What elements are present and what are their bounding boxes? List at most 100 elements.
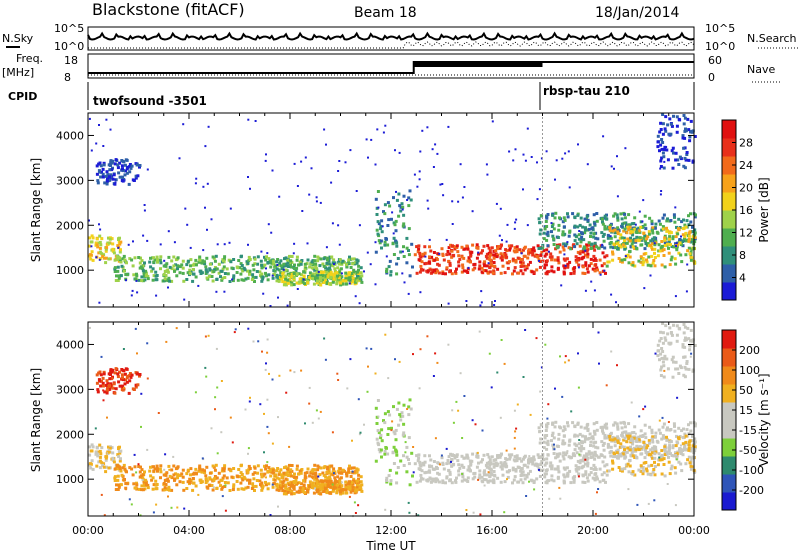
power-cell [691, 225, 694, 229]
velocity-cell [162, 482, 166, 485]
velocity-cell [149, 465, 152, 469]
velocity-cell [248, 467, 252, 470]
velocity-colorbar-frame [721, 329, 737, 511]
velocity-cell [395, 471, 399, 475]
power-cell [314, 267, 318, 270]
velocity-cell [117, 455, 121, 459]
velocity-colorbar-segment [722, 492, 736, 511]
velocity-cell [562, 466, 566, 470]
velocity-cell [557, 437, 561, 441]
power-cell [590, 242, 594, 246]
power-cell [231, 279, 235, 283]
power-cell [146, 277, 150, 281]
power-cell [521, 272, 525, 276]
velocity-cell [616, 425, 620, 429]
velocity-cell [194, 484, 198, 488]
power-cell [496, 247, 500, 251]
power-cell [319, 270, 323, 274]
velocity-cell [337, 471, 341, 475]
velocity-cell [457, 463, 461, 467]
velocity-cell [441, 461, 445, 465]
velocity-scatter-cell [538, 468, 540, 471]
power-cell [251, 273, 255, 277]
velocity-cell [276, 467, 280, 470]
velocity-scatter-cell [247, 452, 249, 455]
velocity-colorbar-tick-label: -200 [739, 484, 764, 497]
velocity-cell [684, 367, 688, 371]
power-cell [383, 240, 387, 244]
velocity-cell [634, 448, 638, 452]
power-cell [545, 215, 549, 219]
velocity-cell [405, 455, 409, 459]
power-scatter-cell [675, 245, 677, 247]
velocity-scatter-cell [331, 431, 334, 434]
velocity-cell [553, 425, 557, 429]
power-cell [151, 267, 155, 271]
power-cell [673, 220, 677, 224]
power-scatter-cell [317, 270, 320, 273]
power-cell [351, 262, 355, 266]
velocity-cell [288, 483, 291, 487]
velocity-cell [661, 425, 665, 429]
power-cell [658, 249, 662, 253]
power-cell [198, 258, 202, 262]
velocity-cell [263, 472, 267, 476]
velocity-cell [550, 439, 553, 443]
power-scatter-cell [216, 243, 219, 246]
velocity-cell [138, 487, 141, 491]
velocity-cell [153, 467, 157, 471]
velocity-cell [604, 436, 608, 440]
power-cell [552, 270, 556, 274]
power-scatter-cell [522, 188, 524, 191]
velocity-scatter-cell [278, 374, 281, 377]
power-cell [647, 230, 651, 234]
power-cell [248, 258, 252, 261]
power-cell [503, 271, 507, 275]
power-cell [344, 279, 348, 283]
power-cell [315, 281, 319, 285]
power-cell [585, 249, 589, 253]
velocity-cell [604, 480, 607, 484]
velocity-cell [355, 467, 359, 471]
velocity-cell [628, 464, 632, 468]
velocity-cell [91, 445, 95, 449]
power-cell [101, 175, 105, 179]
velocity-cell [465, 453, 469, 457]
velocity-cell [208, 477, 212, 481]
velocity-cell [334, 485, 338, 489]
velocity-cell [455, 453, 459, 457]
power-scatter-cell [568, 186, 571, 189]
velocity-scatter-cell [176, 506, 179, 509]
power-cell [330, 255, 334, 259]
power-cell [282, 262, 286, 266]
power-cell [113, 258, 117, 262]
power-cell [277, 279, 281, 283]
velocity-cell [419, 473, 423, 477]
power-cell [541, 246, 545, 250]
power-cell [311, 277, 314, 280]
velocity-cell [89, 466, 93, 470]
velocity-cell [637, 438, 641, 442]
power-cell [642, 236, 646, 240]
power-scatter-cell [114, 181, 117, 184]
power-cell [566, 265, 570, 269]
velocity-scatter-cell [220, 380, 223, 382]
velocity-cell [647, 441, 651, 445]
power-cell [397, 192, 401, 196]
power-cell [331, 280, 335, 284]
velocity-cell [232, 485, 236, 489]
velocity-cell [114, 488, 118, 491]
velocity-cell [573, 448, 577, 452]
velocity-scatter-cell [367, 365, 369, 368]
velocity-scatter-cell [514, 430, 517, 433]
power-cell [563, 266, 567, 270]
velocity-cell [645, 452, 649, 456]
velocity-cell [628, 434, 632, 438]
power-scatter-cell [493, 304, 496, 306]
power-cell [603, 255, 607, 259]
power-cell [186, 259, 190, 263]
velocity-cell [142, 483, 146, 487]
velocity-cell [99, 373, 103, 377]
velocity-cell [663, 445, 667, 449]
power-scatter-cell [536, 161, 538, 164]
